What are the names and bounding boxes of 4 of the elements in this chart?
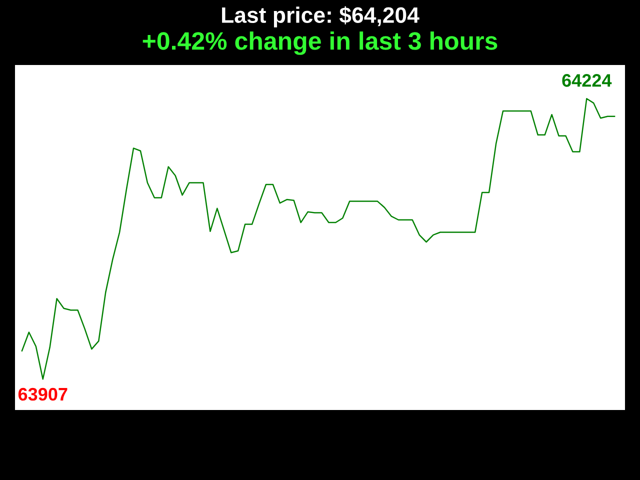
chart-subtitle: +0.42% change in last 3 hours xyxy=(142,31,498,55)
data-label: 63907 xyxy=(18,388,68,401)
data-label: 64224 xyxy=(562,74,612,87)
chart-title: Last price: $64,204 xyxy=(222,6,420,28)
